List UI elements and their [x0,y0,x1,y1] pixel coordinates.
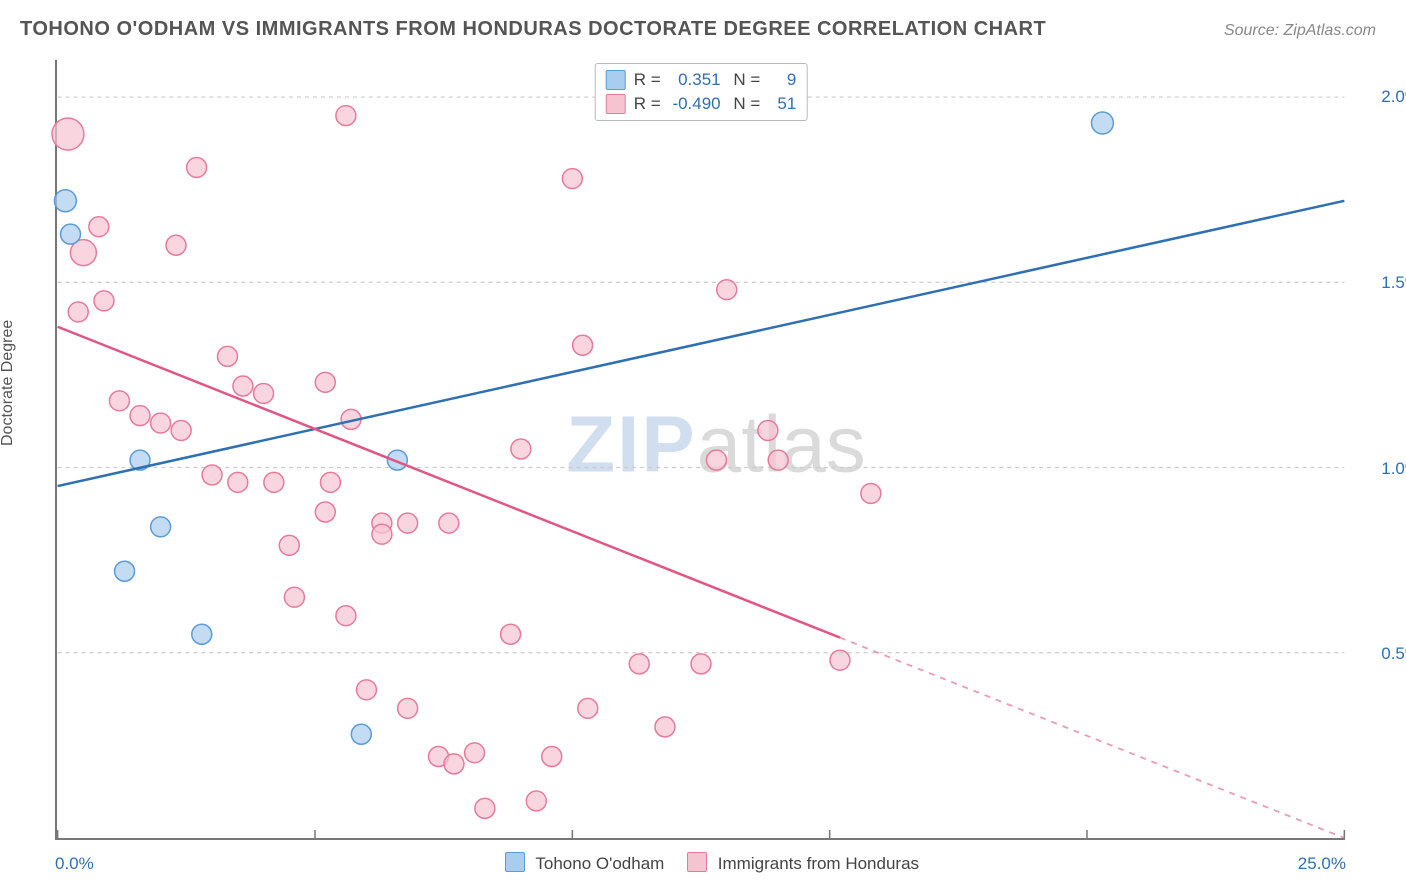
legend-swatch-tohono [606,70,626,90]
legend-swatch-honduras [606,94,626,114]
r-value-tohono: 0.351 [669,68,721,92]
source-prefix: Source: [1224,22,1284,39]
series-legend: Tohono O'odham Immigrants from Honduras [0,852,1406,874]
series-label-honduras: Immigrants from Honduras [718,854,919,873]
source-name: ZipAtlas.com [1284,22,1376,39]
chart-title: TOHONO O'ODHAM VS IMMIGRANTS FROM HONDUR… [20,18,1046,41]
r-value-honduras: -0.490 [669,92,721,116]
legend-row-tohono: R = 0.351 N = 9 [606,68,797,92]
n-value-tohono: 9 [768,68,796,92]
y-tick-label: 1.5% [1381,273,1406,293]
y-axis-label: Doctorate Degree [0,320,17,446]
series-label-tohono: Tohono O'odham [535,854,664,873]
chart-root: TOHONO O'ODHAM VS IMMIGRANTS FROM HONDUR… [0,0,1406,892]
plot-area: ZIPatlas R = 0.351 N = 9 R = -0.490 N = … [55,60,1345,840]
n-value-honduras: 51 [768,92,796,116]
y-tick-label: 1.0% [1381,459,1406,479]
series-swatch-honduras [687,852,707,872]
source-attribution: Source: ZipAtlas.com [1224,22,1376,40]
series-swatch-tohono [505,852,525,872]
chart-svg [57,60,1345,838]
y-tick-label: 0.5% [1381,644,1406,664]
legend-row-honduras: R = -0.490 N = 51 [606,92,797,116]
correlation-legend: R = 0.351 N = 9 R = -0.490 N = 51 [595,63,808,121]
y-tick-label: 2.0% [1381,87,1406,107]
